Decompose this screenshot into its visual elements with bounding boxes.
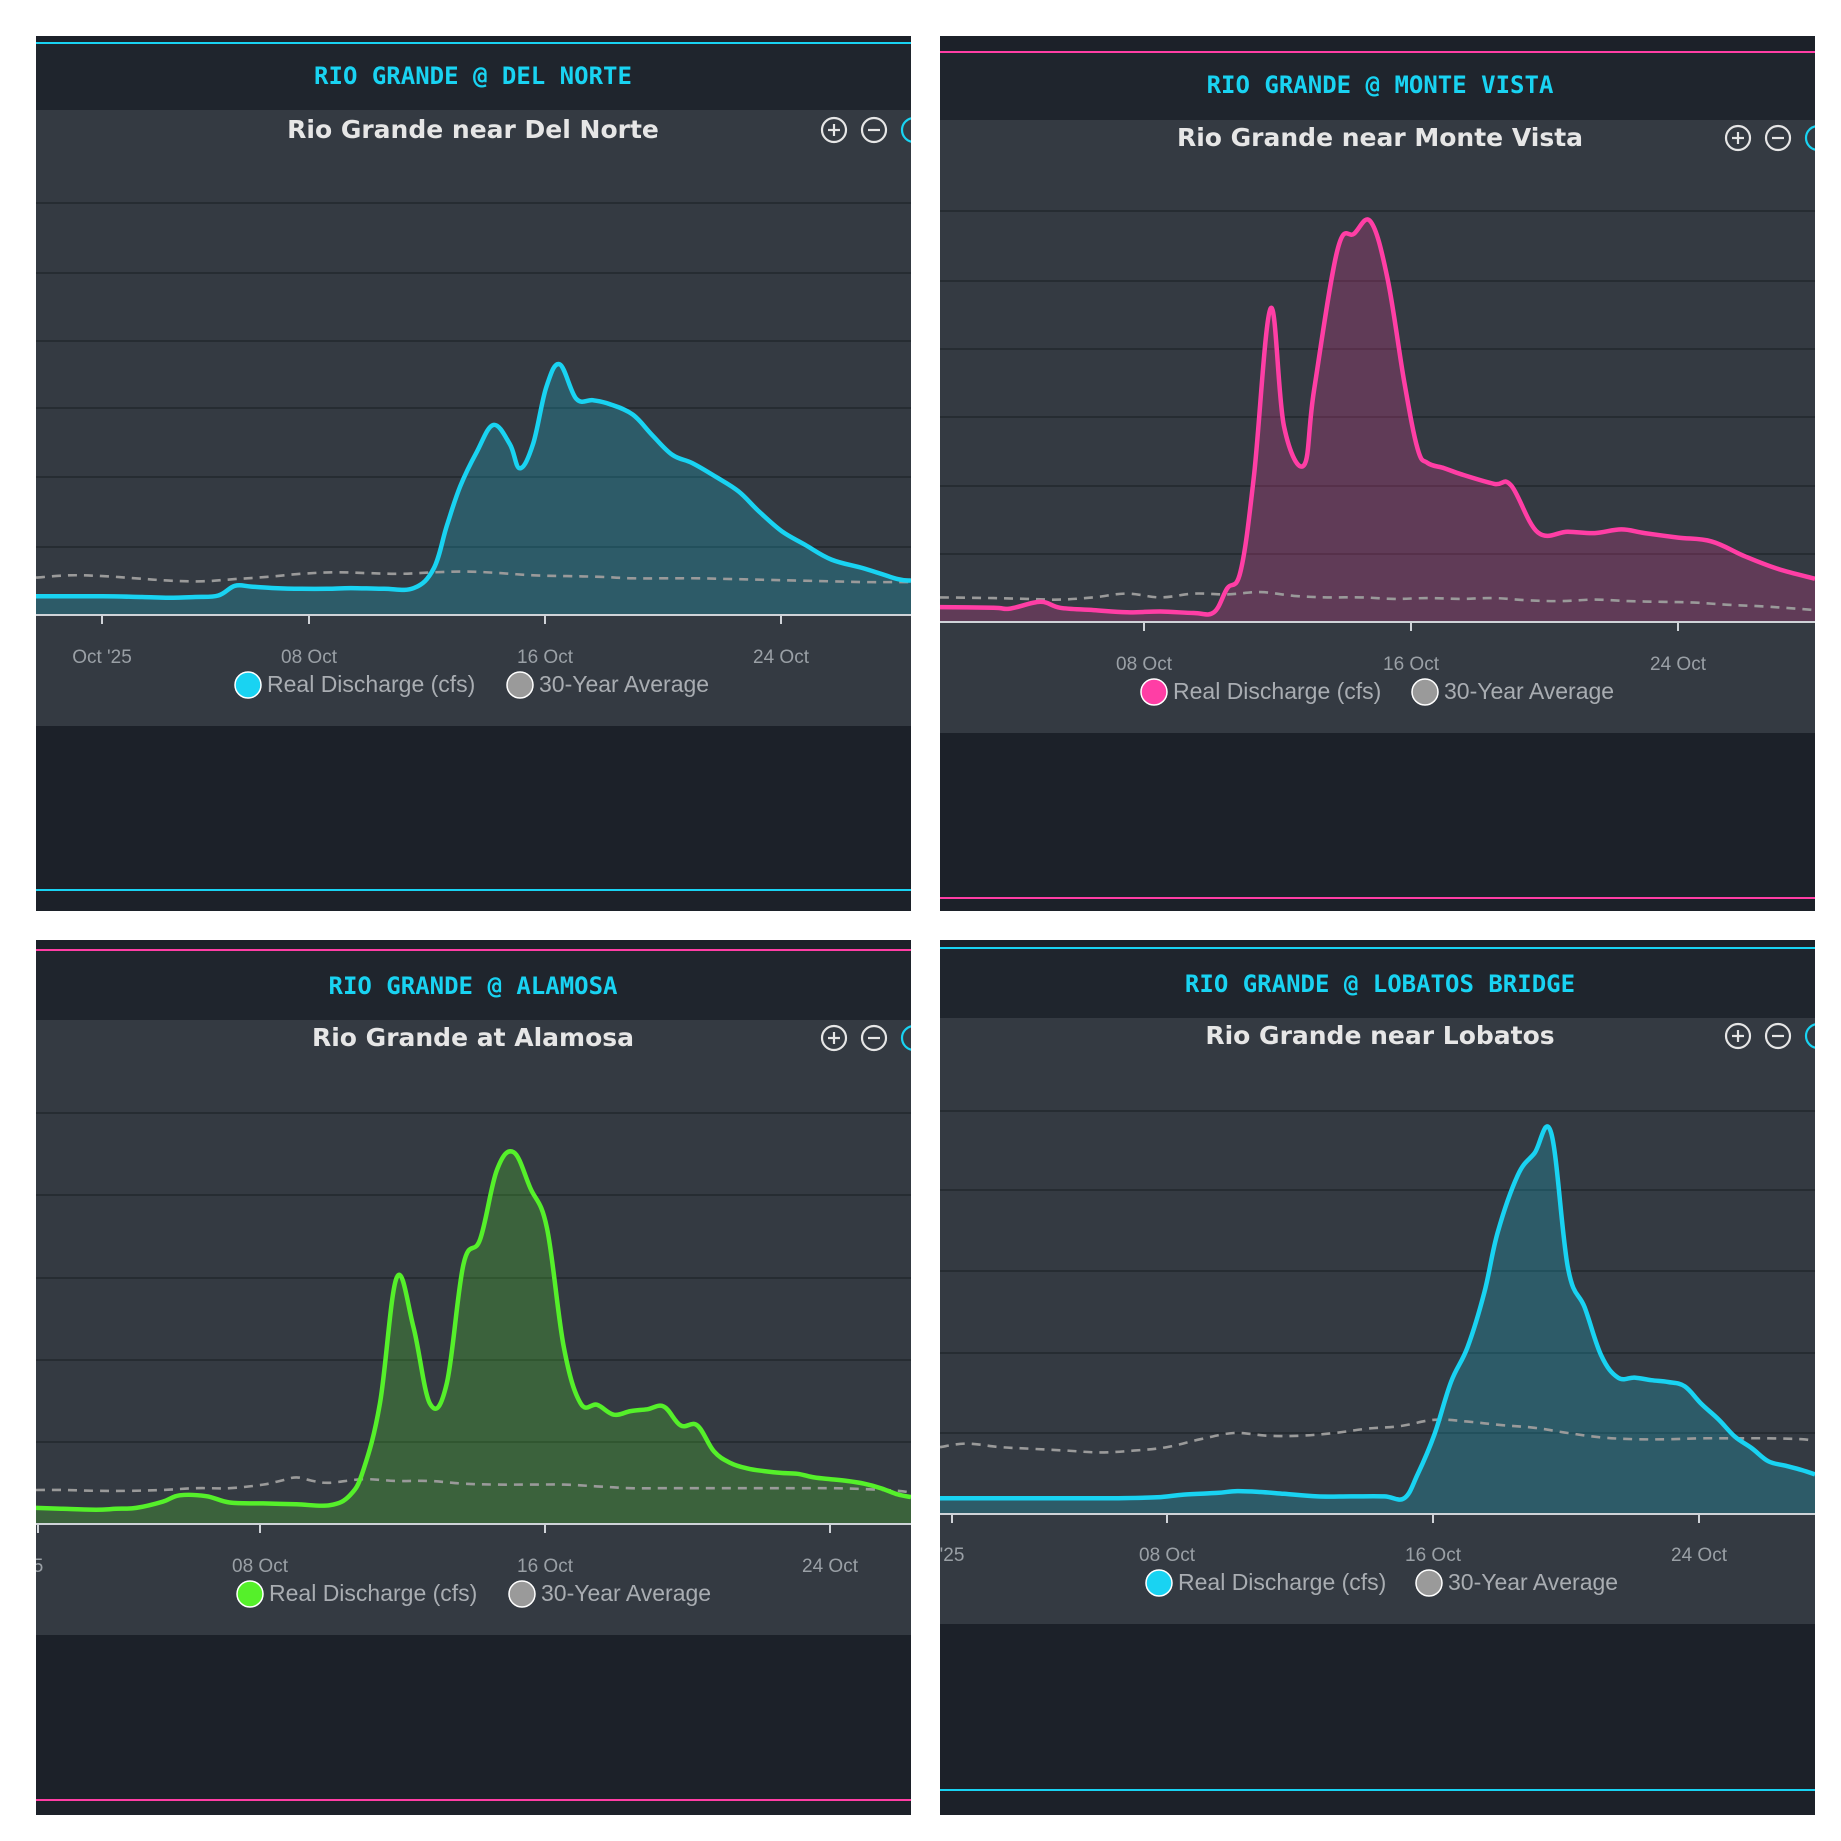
x-tick-label: 24 Oct: [802, 1556, 859, 1577]
panel-header: [940, 52, 1815, 120]
chart-monte-vista: RIO GRANDE @ MONTE VISTA Rio Grande near …: [940, 51, 1815, 899]
legend-marker-30-year-average[interactable]: [506, 671, 534, 699]
x-tick-label: 08 Oct: [281, 647, 338, 668]
x-tick-label: 24 Oct: [1671, 1545, 1728, 1566]
zoom-out-icon[interactable]: [860, 1024, 888, 1052]
chart-alamosa: RIO GRANDE @ ALAMOSA Rio Grande at Alamos…: [36, 949, 911, 1801]
series-line-30-year-average: [36, 570, 911, 584]
legend: Real Discharge (cfs) 30-Year Average: [1140, 678, 1614, 706]
series-line-real-discharge: [36, 361, 911, 601]
x-tick-label: 16 Oct: [517, 647, 574, 668]
x-tick-label: 24 Oct: [1650, 654, 1707, 675]
series-line-real-discharge: [940, 217, 1815, 617]
series-line-real-discharge: [36, 1149, 911, 1512]
menu-icon[interactable]: [1804, 1023, 1815, 1049]
panel-del-norte: RIO GRANDE @ DEL NORTE Rio Grande near De…: [36, 36, 911, 911]
x-tick-label: 16 Oct: [517, 1556, 574, 1577]
series-line-30-year-average: [940, 1418, 1815, 1454]
legend-label-real-discharge[interactable]: Real Discharge (cfs): [269, 1580, 477, 1606]
legend: Real Discharge (cfs) 30-Year Average: [236, 1580, 711, 1608]
panel-title: RIO GRANDE @ ALAMOSA: [329, 972, 619, 1000]
panel-header: [36, 43, 911, 110]
zoom-out-icon-ring: [860, 116, 888, 144]
zoom-in-icon[interactable]: [1724, 124, 1752, 152]
zoom-in-icon-ring: [1724, 1022, 1752, 1050]
x-tick-label: 5: [36, 1556, 43, 1577]
real-discharge-area: [940, 219, 1815, 622]
chart-title: Rio Grande near Lobatos: [1205, 1021, 1554, 1050]
zoom-in-icon[interactable]: [820, 116, 848, 144]
chart-title: Rio Grande near Del Norte: [287, 115, 659, 144]
legend-marker-real-discharge[interactable]: [236, 1580, 264, 1608]
legend-label-real-discharge[interactable]: Real Discharge (cfs): [267, 671, 475, 697]
panel-lobatos-bridge: RIO GRANDE @ LOBATOS BRIDGE Rio Grande ne…: [940, 940, 1815, 1815]
x-tick-label: 08 Oct: [232, 1556, 289, 1577]
real-discharge-area: [940, 1126, 1815, 1514]
real-discharge-area: [36, 364, 911, 615]
chart-title: Rio Grande at Alamosa: [312, 1023, 634, 1052]
x-tick-label: 16 Oct: [1405, 1545, 1462, 1566]
zoom-out-icon-ring: [860, 1024, 888, 1052]
x-tick-label: 08 Oct: [1139, 1545, 1196, 1566]
series-line-real-discharge: [940, 1124, 1815, 1502]
chart-background: [940, 120, 1815, 733]
chart-background: [36, 110, 911, 726]
x-tick-label: '25: [940, 1545, 964, 1566]
panel-header: [940, 948, 1815, 1018]
panel-alamosa: RIO GRANDE @ ALAMOSA Rio Grande at Alamos…: [36, 940, 911, 1815]
panel-title: RIO GRANDE @ MONTE VISTA: [1207, 71, 1554, 99]
x-tick-label: 16 Oct: [1383, 654, 1440, 675]
legend-label-real-discharge[interactable]: Real Discharge (cfs): [1178, 1569, 1386, 1595]
real-discharge-area: [36, 1151, 911, 1524]
zoom-in-icon-ring: [1724, 124, 1752, 152]
panel-title: RIO GRANDE @ LOBATOS BRIDGE: [1185, 970, 1575, 998]
legend: Real Discharge (cfs) 30-Year Average: [1145, 1569, 1618, 1597]
series-line-30-year-average: [940, 590, 1815, 612]
zoom-in-icon[interactable]: [1724, 1022, 1752, 1050]
zoom-out-icon-ring: [1764, 1022, 1792, 1050]
zoom-in-icon-ring: [820, 116, 848, 144]
legend-marker-30-year-average[interactable]: [508, 1580, 536, 1608]
x-tick-label: 24 Oct: [753, 647, 810, 668]
chart-background: [940, 1018, 1815, 1624]
chart-title: Rio Grande near Monte Vista: [1177, 123, 1583, 152]
chart-del-norte: RIO GRANDE @ DEL NORTE Rio Grande near De…: [36, 42, 911, 891]
legend: Real Discharge (cfs) 30-Year Average: [234, 671, 709, 699]
legend-label-30-year-average[interactable]: 30-Year Average: [1448, 1569, 1618, 1595]
zoom-out-icon[interactable]: [860, 116, 888, 144]
menu-icon[interactable]: [900, 1025, 911, 1051]
menu-icon[interactable]: [1804, 125, 1815, 151]
legend-label-real-discharge[interactable]: Real Discharge (cfs): [1173, 678, 1381, 704]
zoom-in-icon[interactable]: [820, 1024, 848, 1052]
legend-marker-30-year-average[interactable]: [1411, 678, 1439, 706]
x-tick-label: Oct '25: [72, 647, 132, 668]
zoom-out-icon[interactable]: [1764, 124, 1792, 152]
panel-monte-vista: RIO GRANDE @ MONTE VISTA Rio Grande near …: [940, 36, 1815, 911]
zoom-out-icon[interactable]: [1764, 1022, 1792, 1050]
chart-background: [36, 1020, 911, 1635]
legend-marker-real-discharge[interactable]: [234, 671, 262, 699]
legend-label-30-year-average[interactable]: 30-Year Average: [1444, 678, 1614, 704]
legend-marker-real-discharge[interactable]: [1140, 678, 1168, 706]
chart-lobatos-bridge: RIO GRANDE @ LOBATOS BRIDGE Rio Grande ne…: [940, 947, 1815, 1791]
legend-marker-real-discharge[interactable]: [1145, 1569, 1173, 1597]
legend-label-30-year-average[interactable]: 30-Year Average: [539, 671, 709, 697]
menu-icon[interactable]: [900, 117, 911, 143]
legend-marker-30-year-average[interactable]: [1415, 1569, 1443, 1597]
panel-header: [36, 950, 911, 1020]
zoom-out-icon-ring: [1764, 124, 1792, 152]
zoom-in-icon-ring: [820, 1024, 848, 1052]
x-tick-label: 08 Oct: [1116, 654, 1173, 675]
legend-label-30-year-average[interactable]: 30-Year Average: [541, 1580, 711, 1606]
panel-title: RIO GRANDE @ DEL NORTE: [314, 62, 632, 90]
